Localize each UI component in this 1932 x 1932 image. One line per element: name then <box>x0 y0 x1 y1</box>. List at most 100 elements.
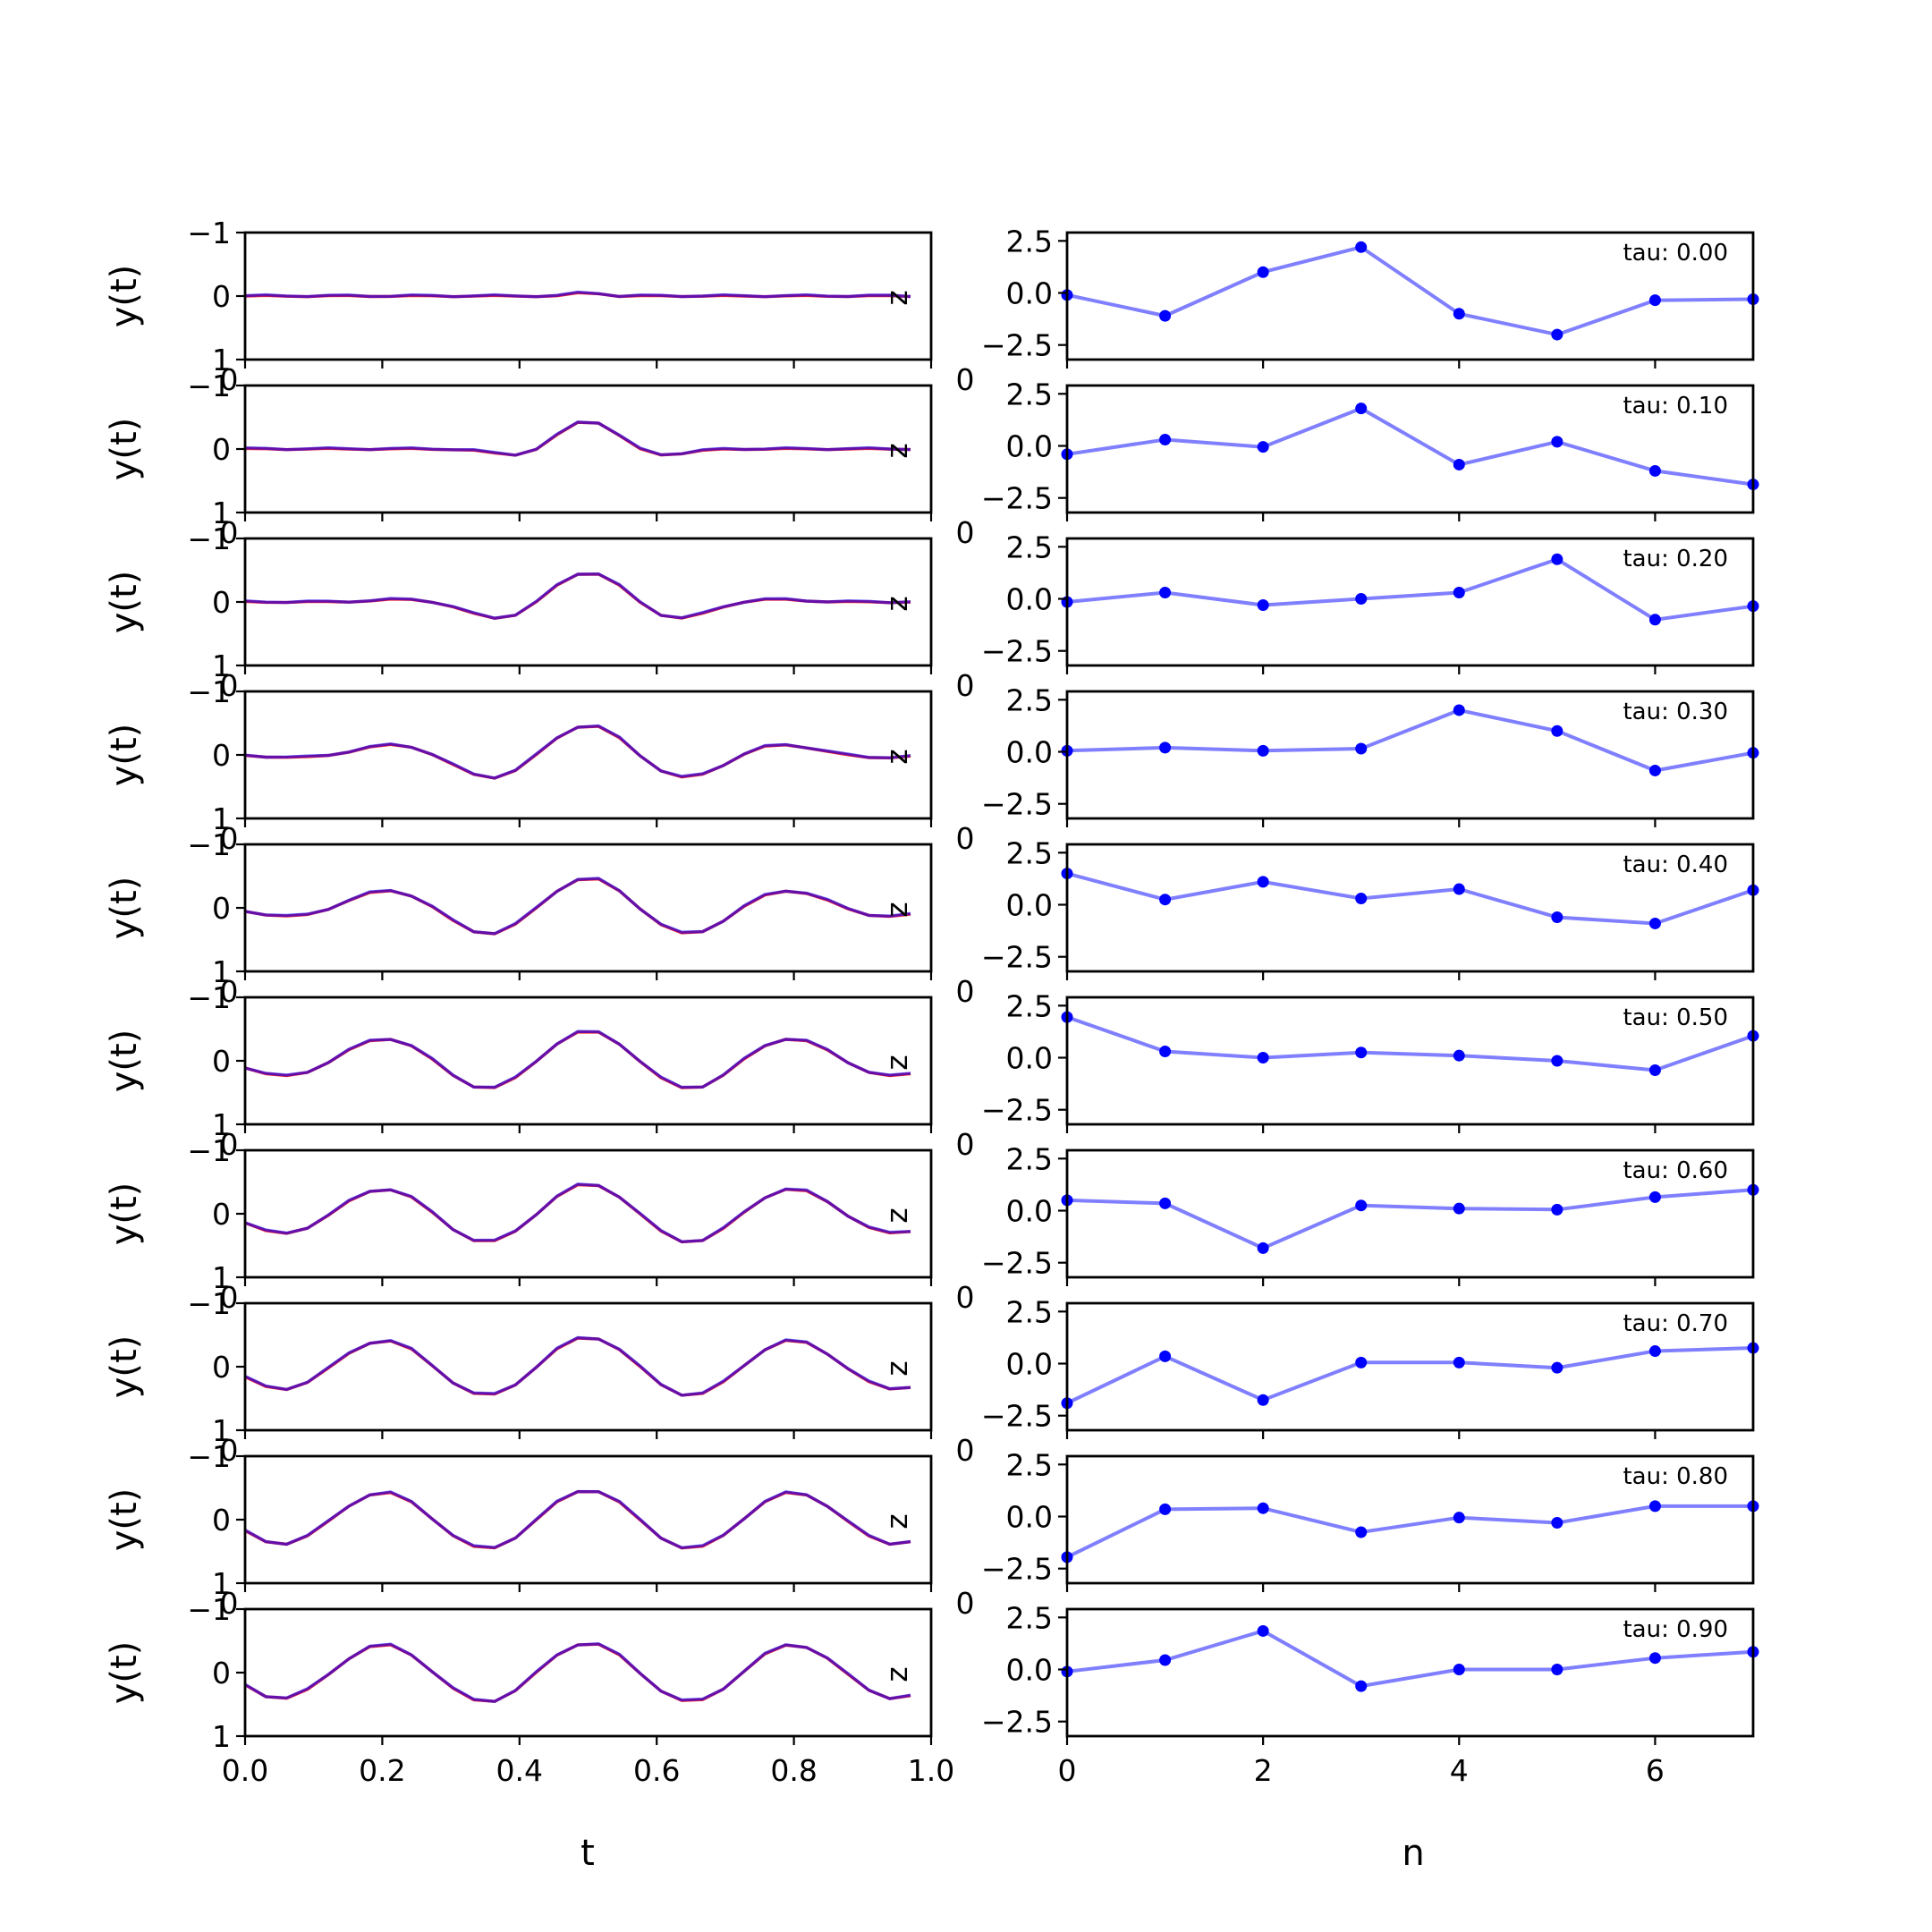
data-point <box>1453 704 1465 716</box>
right-plot-frame <box>1065 231 1755 361</box>
y-tick-label: 2.5 <box>1006 988 1053 1023</box>
y-tick-label: −2.5 <box>981 940 1053 975</box>
prediction-curve <box>244 1182 911 1244</box>
data-point <box>1159 894 1172 906</box>
y-tick-label: 0 <box>212 1503 231 1538</box>
data-point <box>1159 1046 1172 1058</box>
tau-label: tau: 0.20 <box>1623 546 1728 572</box>
left-plot-frame <box>243 1607 933 1738</box>
series-line <box>1066 1504 1753 1559</box>
y-tick-label: 0 <box>212 279 231 314</box>
y-tick-label: 2.5 <box>1006 835 1053 870</box>
reference-curve <box>244 420 911 457</box>
right-plot-frame <box>1065 1148 1755 1279</box>
y-tick-label: 1 <box>212 954 231 989</box>
z-side-label: z <box>879 1360 914 1376</box>
series-line <box>1066 245 1754 337</box>
y-tick-label: 1 <box>212 1413 231 1448</box>
y-tick-label: 0.0 <box>1006 1041 1053 1076</box>
right-subplot-4: 2.5 0.0 −2.50 tau: 0.40 <box>956 835 1759 1009</box>
data-point <box>1648 1191 1661 1203</box>
z-side-label: z <box>879 290 914 305</box>
overflow-x-tick-label: 0 <box>220 1586 239 1621</box>
prediction-curve <box>244 1489 911 1550</box>
y-tick-label: 0 <box>212 432 231 467</box>
y-tick-label: 0.0 <box>1006 1347 1053 1382</box>
x-tick-label: 4 <box>1450 1753 1469 1788</box>
overflow-x-tick-label: 0 <box>956 668 975 703</box>
prediction-curve <box>244 290 911 299</box>
data-point <box>1551 328 1563 341</box>
reference-curve <box>244 1489 911 1550</box>
data-point <box>1257 744 1269 757</box>
tau-label: tau: 0.80 <box>1623 1463 1728 1490</box>
data-point <box>1257 598 1269 611</box>
overflow-x-tick-label: 0 <box>956 362 975 397</box>
y-tick-label: 2.5 <box>1006 1600 1053 1635</box>
y-tick-label: −1 <box>187 1592 231 1627</box>
right-subplot-6: 2.5 0.0 −2.50 tau: 0.60 <box>956 1141 1759 1315</box>
left-subplot-9: −1 0 10.0 0.2 0.4 0.6 0.8 1.0 y(t) z <box>104 1592 954 1788</box>
y-tick-label: 0 <box>212 1350 231 1385</box>
x-tick-label: 2 <box>1254 1753 1273 1788</box>
reference-curve <box>244 572 911 621</box>
overflow-x-tick-label: 0 <box>220 1127 239 1162</box>
overflow-x-tick-label: 0 <box>220 362 239 397</box>
y-tick-label: 0.0 <box>1006 276 1053 311</box>
data-point <box>1355 1199 1368 1212</box>
x-tick-label: 0.4 <box>496 1753 543 1788</box>
series-line <box>1066 708 1754 773</box>
data-point <box>1648 1500 1661 1513</box>
reference-curve <box>244 1336 911 1397</box>
y-tick-label: −2.5 <box>981 1246 1053 1281</box>
y-tick-label: −1 <box>187 369 231 403</box>
y-tick-label: 0 <box>212 585 231 620</box>
data-point <box>1551 724 1563 737</box>
data-point <box>1257 876 1269 888</box>
data-point <box>1159 1503 1172 1515</box>
y-tick-label: 2.5 <box>1006 1447 1053 1482</box>
data-point <box>1648 1345 1661 1358</box>
x-tick-label: 0.6 <box>633 1753 680 1788</box>
tau-label: tau: 0.70 <box>1623 1310 1728 1337</box>
y-tick-label: 2.5 <box>1006 224 1053 258</box>
y-tick-label: 0.0 <box>1006 1194 1053 1229</box>
data-point <box>1551 1361 1563 1374</box>
left-y-axis-label: y(t) <box>104 1641 145 1705</box>
data-point <box>1648 464 1661 477</box>
overflow-x-tick-label: 0 <box>956 1127 975 1162</box>
tau-label: tau: 0.30 <box>1623 699 1728 725</box>
data-point <box>1355 742 1368 755</box>
x-tick-label: 0.0 <box>222 1753 268 1788</box>
data-point <box>1159 309 1172 322</box>
overflow-x-tick-label: 0 <box>220 1280 239 1315</box>
y-tick-label: 1 <box>212 343 231 377</box>
data-point <box>1453 1664 1465 1676</box>
data-point <box>1257 441 1269 453</box>
data-point <box>1648 294 1661 307</box>
y-tick-label: 1 <box>212 496 231 530</box>
data-point <box>1453 308 1465 320</box>
right-plot-frame <box>1065 843 1755 973</box>
overflow-x-tick-label: 0 <box>956 1433 975 1468</box>
right-plot-frame <box>1065 690 1755 820</box>
left-y-axis-label: y(t) <box>104 1335 145 1399</box>
data-point <box>1257 1241 1269 1254</box>
left-plot-frame <box>243 843 933 973</box>
left-y-axis-label: y(t) <box>104 1488 145 1552</box>
left-y-axis-label: y(t) <box>104 418 145 481</box>
y-tick-label: −1 <box>187 1439 231 1474</box>
right-subplot-7: 2.5 0.0 −2.50 tau: 0.70 <box>956 1294 1759 1468</box>
y-tick-label: 2.5 <box>1006 377 1053 411</box>
y-tick-label: 1 <box>212 1107 231 1142</box>
right-plot-frame <box>1065 1454 1755 1585</box>
y-tick-label: −1 <box>187 980 231 1015</box>
data-point <box>1355 402 1368 415</box>
y-tick-label: −2.5 <box>981 1705 1053 1740</box>
y-tick-label: −2.5 <box>981 787 1053 822</box>
series-line <box>1066 871 1754 926</box>
